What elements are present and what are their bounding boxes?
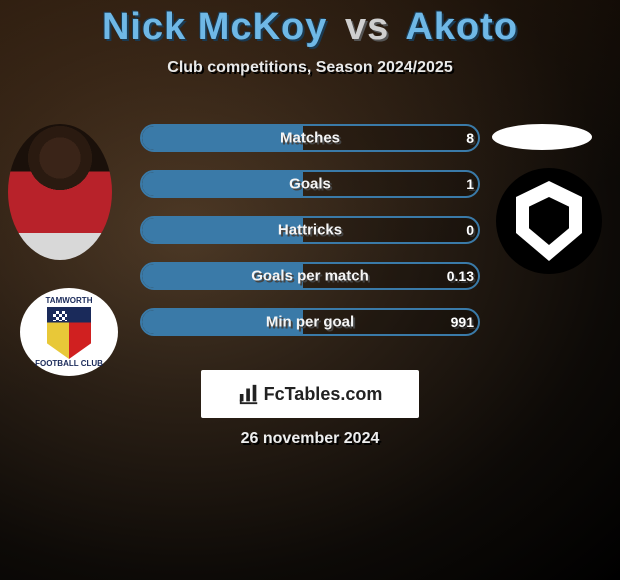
player2-club-badge	[496, 168, 602, 274]
date-text: 26 november 2024	[241, 430, 380, 448]
stat-row: Min per goal 991	[140, 308, 480, 336]
player2-avatar-placeholder	[492, 124, 592, 150]
stat-value-left: 0	[466, 222, 474, 238]
stat-row: Hattricks 0	[140, 216, 480, 244]
title-player1: Nick McKoy	[102, 6, 327, 48]
title-player2: Akoto	[405, 6, 518, 48]
club-text-bottom: FOOTBALL CLUB	[35, 359, 103, 368]
stat-label: Matches	[280, 130, 340, 147]
brand-box: FcTables.com	[201, 370, 419, 418]
page-title: Nick McKoy vs Akoto	[0, 0, 620, 49]
brand-text: FcTables.com	[264, 384, 383, 405]
stat-row: Goals 1	[140, 170, 480, 198]
stat-label: Goals	[289, 176, 331, 193]
stat-bar-fill	[142, 172, 303, 196]
club-shield-icon	[47, 307, 91, 359]
stat-label: Hattricks	[278, 222, 342, 239]
stat-value-left: 991	[451, 314, 474, 330]
stat-row: Matches 8	[140, 124, 480, 152]
stat-row: Goals per match 0.13	[140, 262, 480, 290]
stat-value-left: 8	[466, 130, 474, 146]
title-vs: vs	[345, 6, 389, 48]
stat-label: Goals per match	[251, 268, 369, 285]
player1-club-badge: TAMWORTH FOOTBALL CLUB	[20, 288, 118, 376]
stat-label: Min per goal	[266, 314, 354, 331]
player1-avatar	[8, 124, 112, 260]
stat-value-left: 1	[466, 176, 474, 192]
stats-container: Matches 8 Goals 1 Hattricks 0 Goals per match 0…	[140, 124, 480, 354]
infographic-root: Nick McKoy vs Akoto Club competitions, S…	[0, 0, 620, 580]
club-text-top: TAMWORTH	[46, 296, 93, 305]
stat-value-left: 0.13	[447, 268, 474, 284]
chart-bar-icon	[238, 383, 260, 405]
subtitle: Club competitions, Season 2024/2025	[0, 59, 620, 77]
